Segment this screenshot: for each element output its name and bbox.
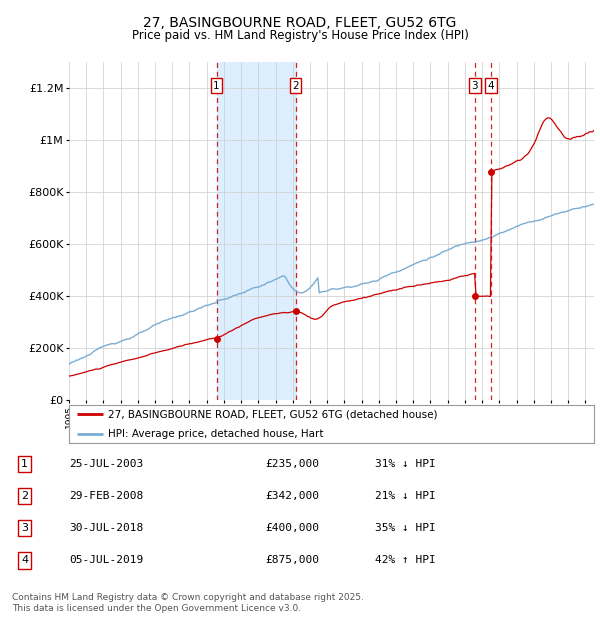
Text: £400,000: £400,000 bbox=[265, 523, 319, 533]
Text: 4: 4 bbox=[21, 556, 28, 565]
Text: 27, BASINGBOURNE ROAD, FLEET, GU52 6TG (detached house): 27, BASINGBOURNE ROAD, FLEET, GU52 6TG (… bbox=[109, 409, 438, 420]
Text: 35% ↓ HPI: 35% ↓ HPI bbox=[375, 523, 436, 533]
Text: 31% ↓ HPI: 31% ↓ HPI bbox=[375, 459, 436, 469]
Text: 42% ↑ HPI: 42% ↑ HPI bbox=[375, 556, 436, 565]
Text: 4: 4 bbox=[488, 81, 494, 91]
Text: 3: 3 bbox=[472, 81, 478, 91]
Text: 1: 1 bbox=[21, 459, 28, 469]
Text: Price paid vs. HM Land Registry's House Price Index (HPI): Price paid vs. HM Land Registry's House … bbox=[131, 30, 469, 42]
Bar bbox=[217, 62, 296, 400]
Text: 27, BASINGBOURNE ROAD, FLEET, GU52 6TG: 27, BASINGBOURNE ROAD, FLEET, GU52 6TG bbox=[143, 16, 457, 30]
Text: £235,000: £235,000 bbox=[265, 459, 319, 469]
Text: 2: 2 bbox=[292, 81, 299, 91]
Text: 2: 2 bbox=[21, 491, 28, 501]
Text: £875,000: £875,000 bbox=[265, 556, 319, 565]
Text: 21% ↓ HPI: 21% ↓ HPI bbox=[375, 491, 436, 501]
Text: £342,000: £342,000 bbox=[265, 491, 319, 501]
Text: 25-JUL-2003: 25-JUL-2003 bbox=[70, 459, 144, 469]
Text: 3: 3 bbox=[21, 523, 28, 533]
Text: Contains HM Land Registry data © Crown copyright and database right 2025.
This d: Contains HM Land Registry data © Crown c… bbox=[12, 593, 364, 613]
Text: 29-FEB-2008: 29-FEB-2008 bbox=[70, 491, 144, 501]
Text: 30-JUL-2018: 30-JUL-2018 bbox=[70, 523, 144, 533]
Text: 1: 1 bbox=[213, 81, 220, 91]
Text: 05-JUL-2019: 05-JUL-2019 bbox=[70, 556, 144, 565]
Text: HPI: Average price, detached house, Hart: HPI: Average price, detached house, Hart bbox=[109, 428, 324, 439]
